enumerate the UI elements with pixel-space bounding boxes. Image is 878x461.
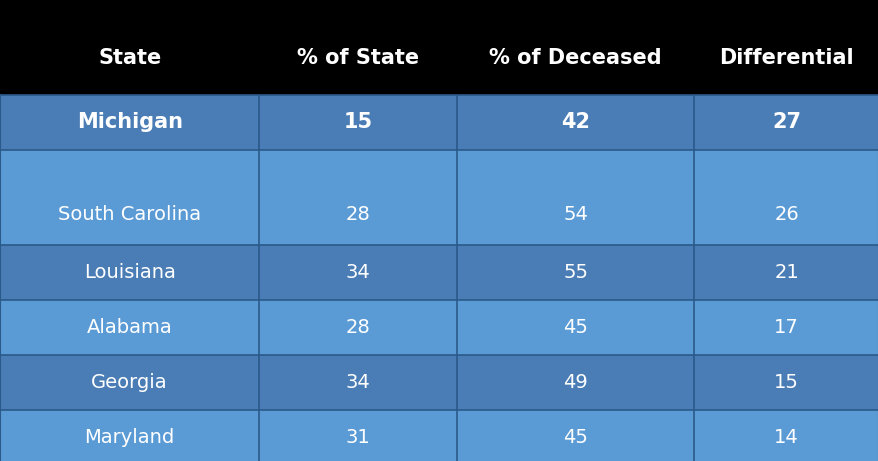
Text: Georgia: Georgia xyxy=(91,373,168,392)
Bar xyxy=(0,95,878,150)
Text: 27: 27 xyxy=(772,112,800,132)
Text: Alabama: Alabama xyxy=(87,318,172,337)
Text: % of State: % of State xyxy=(297,47,419,67)
Text: 45: 45 xyxy=(563,318,587,337)
Text: Michigan: Michigan xyxy=(76,112,183,132)
Bar xyxy=(0,300,878,355)
Bar xyxy=(0,355,878,410)
Text: 34: 34 xyxy=(345,373,371,392)
Text: 28: 28 xyxy=(345,205,371,224)
Bar xyxy=(0,150,878,245)
Text: 28: 28 xyxy=(345,318,371,337)
Text: 26: 26 xyxy=(774,205,798,224)
Text: 55: 55 xyxy=(563,263,587,282)
Text: 54: 54 xyxy=(563,205,587,224)
Text: 15: 15 xyxy=(774,373,798,392)
Text: Louisiana: Louisiana xyxy=(83,263,176,282)
Text: 42: 42 xyxy=(561,112,589,132)
Bar xyxy=(0,245,878,300)
Text: % of Deceased: % of Deceased xyxy=(489,47,661,67)
Bar xyxy=(0,410,878,461)
Text: Maryland: Maryland xyxy=(84,428,175,447)
Text: 21: 21 xyxy=(774,263,798,282)
Text: Differential: Differential xyxy=(718,47,853,67)
Text: 49: 49 xyxy=(563,373,587,392)
Text: 34: 34 xyxy=(345,263,371,282)
Text: 15: 15 xyxy=(343,112,372,132)
Bar xyxy=(0,20,878,95)
Text: South Carolina: South Carolina xyxy=(58,205,201,224)
Text: 17: 17 xyxy=(774,318,798,337)
Text: 14: 14 xyxy=(774,428,798,447)
Text: State: State xyxy=(98,47,161,67)
Text: 45: 45 xyxy=(563,428,587,447)
Text: 31: 31 xyxy=(345,428,371,447)
